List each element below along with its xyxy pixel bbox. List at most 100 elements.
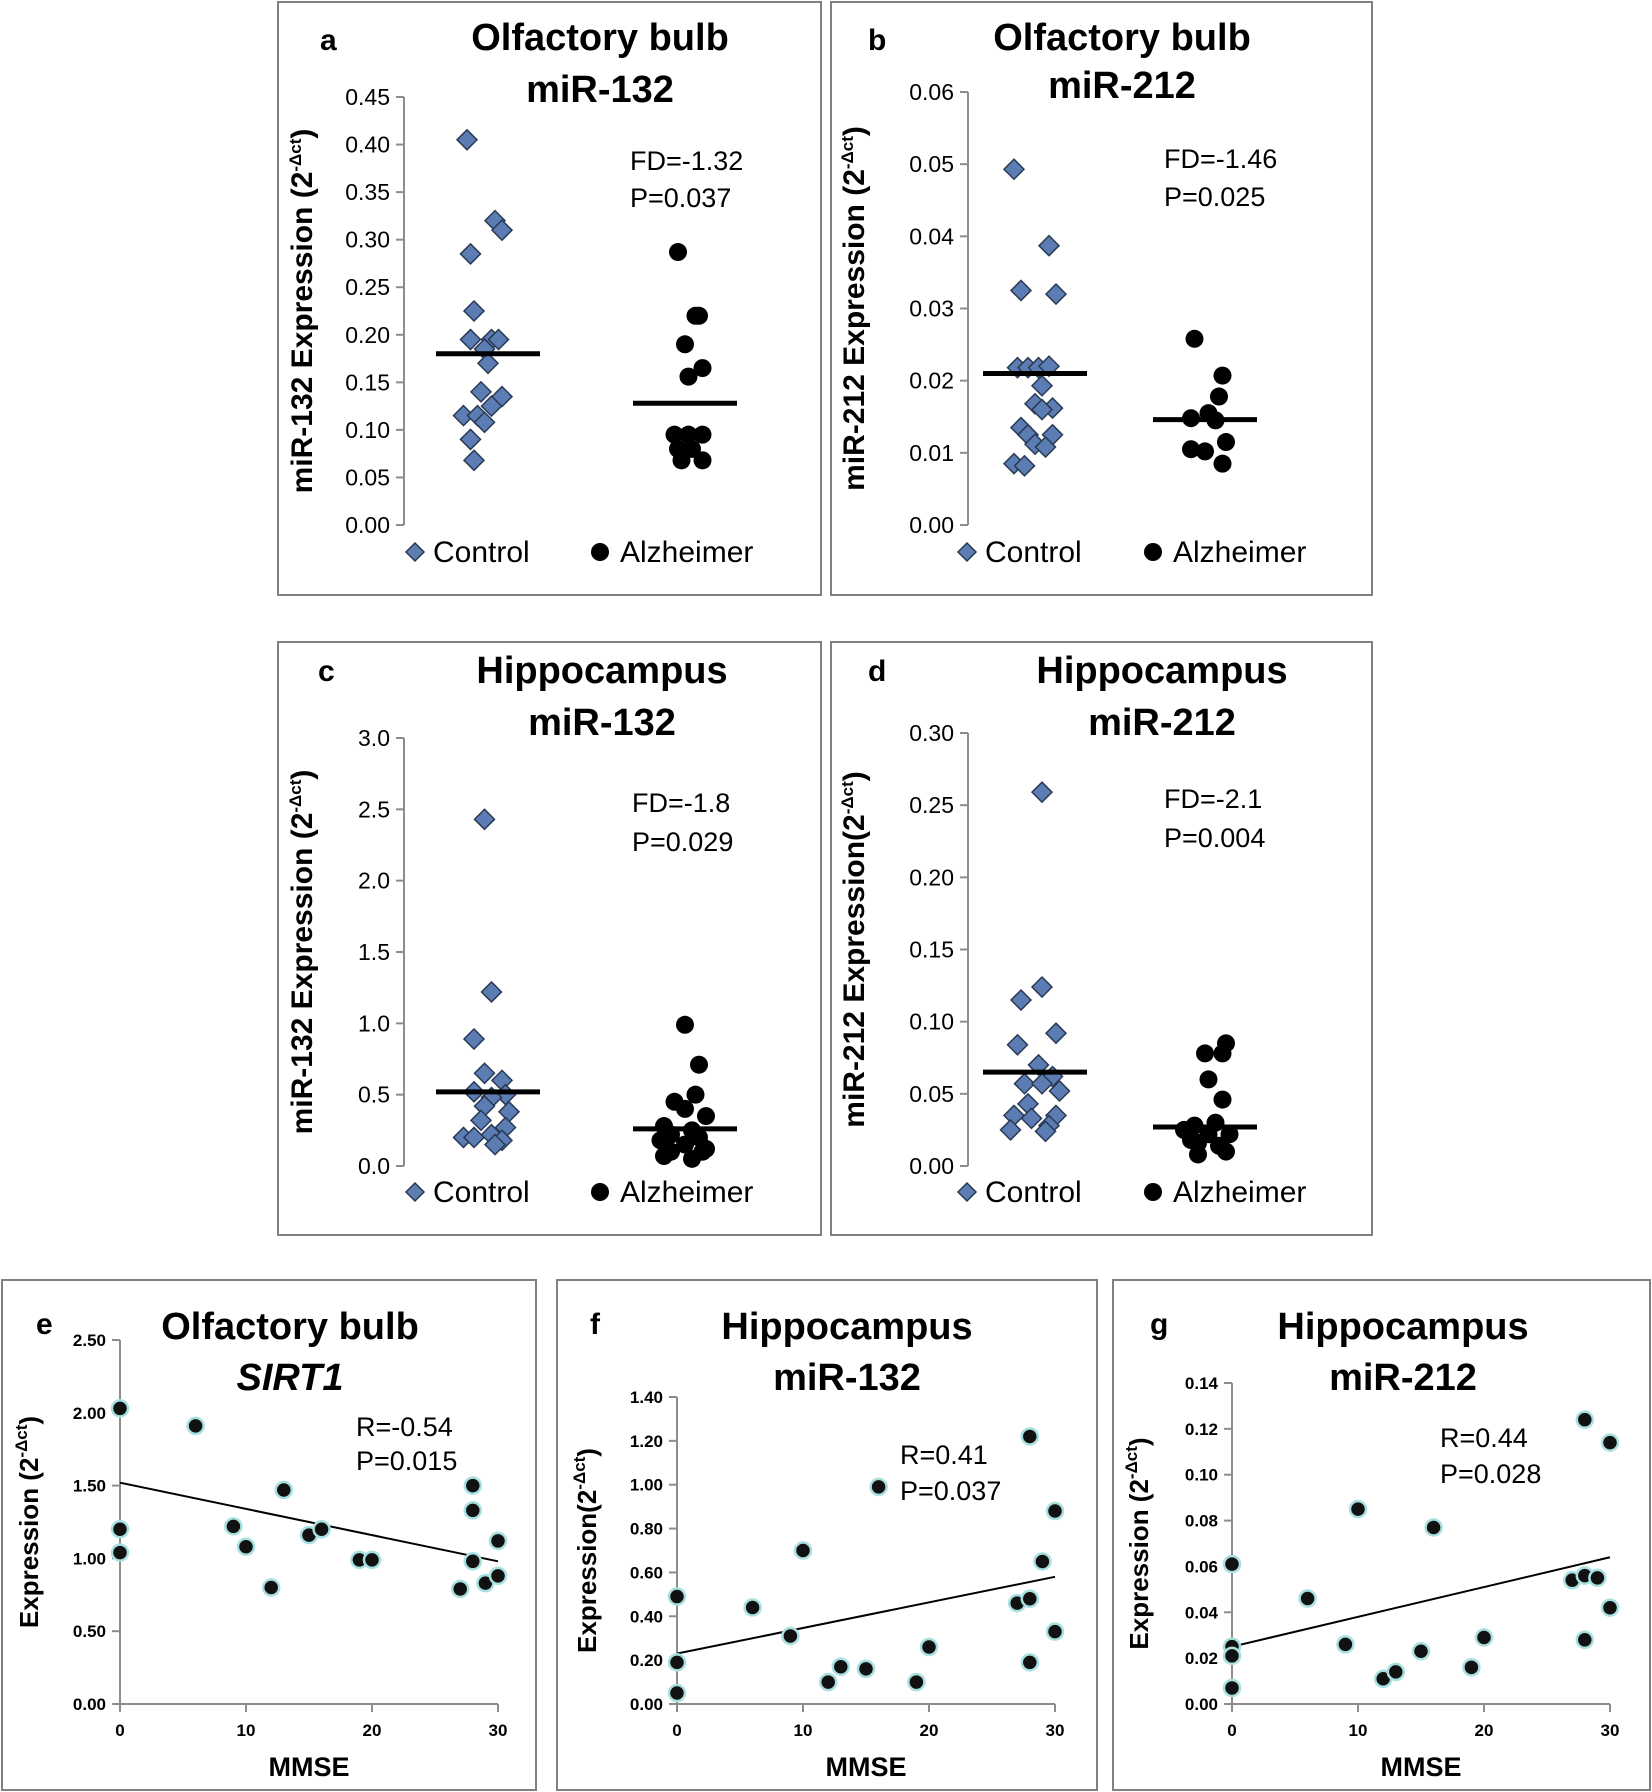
y-tick-label: 1.00 <box>73 1549 106 1568</box>
regression-line <box>676 1575 1056 1655</box>
y-tick-label: 0.00 <box>630 1695 663 1714</box>
data-point <box>312 1520 331 1539</box>
y-axis-label-end: ) <box>14 1416 44 1425</box>
panel-a: a Olfactory bulb miR-132 FD=-1.32 P=0.037 0.0… <box>277 1 822 596</box>
data-point <box>274 1480 294 1500</box>
y-tick-label: 0.00 <box>909 1153 954 1179</box>
data-point <box>1020 1653 1040 1672</box>
alzheimer-point <box>1199 1070 1218 1089</box>
y-axis-label-end: ) <box>1124 1437 1154 1446</box>
legend-control-marker <box>956 1181 978 1203</box>
panel-frame <box>277 641 822 1236</box>
alzheimer-point <box>693 451 712 470</box>
y-axis-label: Expression(2-Δct) <box>570 1448 602 1653</box>
panel-letter: d <box>868 655 886 688</box>
chart-subtitle: miR-132 <box>773 1357 921 1399</box>
alzheimer-point <box>1217 1142 1235 1161</box>
y-tick-label: 0.20 <box>345 322 390 348</box>
data-point <box>856 1659 876 1679</box>
data-point <box>110 1543 130 1562</box>
control-point <box>1009 988 1033 1012</box>
y-tick-label: 0.04 <box>909 223 954 249</box>
alzheimer-point <box>693 425 712 444</box>
y-tick-label: 1.0 <box>358 1010 390 1036</box>
y-axis-label: Expression (2-Δct) <box>1122 1437 1154 1649</box>
y-axis-label: Expression (2-Δct) <box>12 1416 44 1628</box>
panel-frame <box>830 641 1373 1236</box>
alzheimer-point <box>676 1099 694 1118</box>
y-tick-label: 0.50 <box>73 1622 106 1641</box>
chart-subtitle: miR-212 <box>1048 65 1196 107</box>
alzheimer-point <box>1196 1044 1214 1063</box>
y-tick-label: 0.04 <box>1185 1603 1219 1622</box>
alzheimer-point <box>1213 1044 1232 1063</box>
control-point <box>469 1109 493 1132</box>
y-tick-label: 0.00 <box>73 1695 106 1714</box>
legend-control-label: Control <box>985 1176 1082 1209</box>
data-point <box>1222 1646 1242 1666</box>
x-tick-label: 10 <box>1349 1721 1368 1740</box>
control-point <box>480 395 503 418</box>
y-tick-label: 0.12 <box>1185 1420 1218 1439</box>
y-axis-label-main: Expression(2 <box>572 1490 602 1653</box>
alzheimer-point <box>1213 454 1232 473</box>
legend-control-marker <box>404 541 426 563</box>
chart-subtitle: miR-132 <box>528 702 676 744</box>
control-point <box>1020 1107 1043 1130</box>
data-point <box>831 1657 851 1676</box>
alzheimer-point <box>1189 1145 1207 1164</box>
control-point <box>487 328 510 351</box>
y-axis-label-superscript: -Δct <box>838 781 857 814</box>
x-axis-label: MMSE <box>269 1752 350 1782</box>
chart-title: Olfactory bulb <box>471 17 729 59</box>
data-point <box>463 1552 483 1571</box>
y-tick-label: 0.10 <box>1185 1466 1218 1485</box>
chart-title: Olfactory bulb <box>161 1306 419 1348</box>
alzheimer-point <box>676 1015 694 1034</box>
y-tick-label: 0.30 <box>909 720 954 746</box>
p-value-annotation: P=0.025 <box>1164 182 1265 212</box>
y-tick-label: 0.25 <box>345 274 390 300</box>
data-point <box>869 1477 888 1497</box>
y-tick-label: 0.00 <box>345 512 390 538</box>
control-point <box>473 411 496 434</box>
alzheimer-point <box>1185 329 1204 348</box>
y-axis-label-end: ) <box>572 1448 602 1457</box>
legend-control-marker <box>956 541 978 563</box>
y-tick-label: 1.40 <box>630 1388 663 1407</box>
x-tick-label: 20 <box>920 1721 939 1740</box>
data-point <box>667 1587 687 1606</box>
data-point <box>1045 1501 1065 1521</box>
y-tick-label: 0.0 <box>358 1153 390 1179</box>
control-point <box>1030 975 1054 999</box>
control-point <box>1048 1079 1071 1103</box>
p-value-annotation: P=0.037 <box>900 1476 1001 1506</box>
y-tick-label: 0.03 <box>909 296 954 322</box>
y-tick-label: 0.40 <box>630 1607 663 1626</box>
data-point <box>1020 1427 1040 1446</box>
x-tick-label: 10 <box>237 1721 256 1740</box>
stat-annotation: FD=-1.32 <box>630 146 743 176</box>
panel-letter: f <box>590 1308 601 1341</box>
y-tick-label: 2.50 <box>73 1331 106 1350</box>
y-tick-label: 0.06 <box>909 79 954 105</box>
y-axis-label-superscript: -Δct <box>286 779 305 812</box>
y-tick-label: 0.08 <box>1185 1512 1218 1531</box>
legend-alzheimer-label: Alzheimer <box>1173 1176 1306 1209</box>
data-point <box>463 1476 483 1495</box>
legend-alzheimer-label: Alzheimer <box>1173 536 1306 569</box>
chart-title: Hippocampus <box>1277 1306 1528 1348</box>
p-value-annotation: P=0.029 <box>632 827 733 857</box>
alzheimer-point <box>1213 366 1232 385</box>
data-point <box>110 1399 130 1418</box>
data-point <box>186 1416 205 1436</box>
control-point <box>483 1133 507 1156</box>
stat-annotation: R=-0.54 <box>356 1412 453 1442</box>
y-axis-label-end: ) <box>286 770 319 780</box>
y-tick-label: 0.80 <box>630 1520 663 1539</box>
y-axis-label: miR-212 Expression (2-Δct) <box>838 126 871 491</box>
control-point <box>1030 1072 1054 1095</box>
control-point <box>1006 1033 1029 1056</box>
legend-control-label: Control <box>433 1176 530 1209</box>
y-tick-label: 0.25 <box>909 792 954 818</box>
